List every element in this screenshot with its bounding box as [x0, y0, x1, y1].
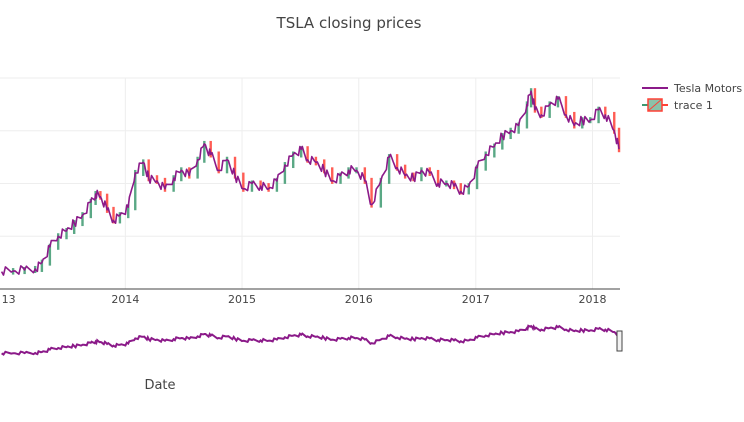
chart-title: TSLA closing prices: [276, 14, 422, 32]
candle-77: [604, 106, 607, 118]
candle-18: [142, 159, 145, 176]
candle-39: [306, 146, 309, 163]
candle-67: [529, 88, 533, 108]
candle-5: [48, 243, 52, 266]
series-line-tesla-motors: [0, 90, 620, 276]
candle-65: [517, 122, 520, 134]
candle-13: [105, 193, 109, 213]
candle-8: [72, 220, 76, 234]
candle-40: [314, 156, 318, 166]
candle-38: [300, 146, 303, 158]
slider-series-line: [1, 323, 620, 356]
price-line-trace: [0, 90, 620, 276]
x-tick-label: 2017: [462, 293, 490, 306]
candle-12: [99, 191, 102, 200]
candle-51: [403, 164, 407, 179]
candle-4: [40, 259, 44, 272]
slider-handle-right[interactable]: [616, 330, 623, 352]
candle-49: [387, 154, 391, 184]
candle-34: [267, 183, 270, 192]
grid-lines: [0, 77, 620, 289]
candle-22: [172, 175, 175, 192]
candle-73: [573, 111, 576, 129]
x-tick-label: 13: [2, 293, 16, 306]
candle-23: [180, 167, 183, 182]
candle-59: [467, 183, 470, 195]
x-axis-title: Date: [144, 378, 175, 393]
candle-29: [225, 156, 229, 174]
candle-17: [134, 169, 137, 211]
candle-71: [556, 96, 560, 108]
candle-62: [493, 143, 496, 158]
candle-31: [242, 172, 245, 192]
candle-35: [275, 177, 279, 192]
legend-label-tesla-motors: Tesla Motors: [673, 82, 742, 95]
candle-28: [217, 151, 220, 174]
candle-79: [617, 127, 621, 153]
candle-42: [331, 167, 334, 184]
candle-47: [370, 177, 373, 208]
candle-15: [118, 212, 122, 224]
candle-58: [459, 183, 462, 195]
legend-label-trace-1: trace 1: [674, 99, 713, 112]
x-tick-label: 2014: [111, 293, 139, 306]
candle-7: [65, 227, 68, 240]
range-slider[interactable]: [1, 323, 623, 356]
candle-32: [250, 180, 254, 192]
candle-64: [509, 127, 512, 140]
candle-63: [501, 133, 504, 150]
candle-14: [112, 206, 115, 224]
candle-37: [292, 151, 295, 169]
candle-33: [259, 180, 262, 190]
x-tick-label: 2015: [228, 293, 256, 306]
x-tick-label: 2018: [579, 293, 607, 306]
candle-30: [233, 156, 237, 179]
candle-78: [613, 111, 616, 134]
candle-16: [127, 204, 130, 219]
candle-19: [147, 159, 150, 182]
candle-66: [525, 101, 529, 129]
candle-50: [395, 154, 399, 171]
candle-41: [323, 159, 326, 174]
candle-53: [420, 167, 423, 182]
candle-10: [89, 198, 93, 219]
candlestick-trace: [11, 88, 621, 275]
candle-76: [597, 106, 600, 124]
candle-46: [363, 167, 367, 184]
candle-36: [283, 162, 287, 184]
legend[interactable]: Tesla Motors trace 1: [642, 82, 742, 112]
candle-43: [339, 172, 342, 184]
candle-9: [81, 212, 84, 227]
candle-27: [209, 140, 212, 158]
candle-69: [540, 106, 543, 118]
candle-60: [475, 164, 479, 190]
candle-72: [564, 96, 568, 118]
candle-68: [533, 88, 537, 113]
candle-48: [379, 177, 383, 208]
candle-6: [56, 233, 60, 250]
x-axis-ticks: 13 2014 2015 2016 2017 2018: [2, 293, 607, 306]
candle-70: [548, 101, 551, 118]
candle-20: [155, 175, 159, 184]
x-tick-label: 2016: [345, 293, 373, 306]
candle-61: [484, 151, 487, 171]
candle-25: [196, 156, 199, 179]
candle-26: [203, 140, 206, 163]
candle-55: [436, 169, 440, 187]
legend-candle-slash: [647, 98, 663, 112]
candle-21: [163, 177, 167, 192]
